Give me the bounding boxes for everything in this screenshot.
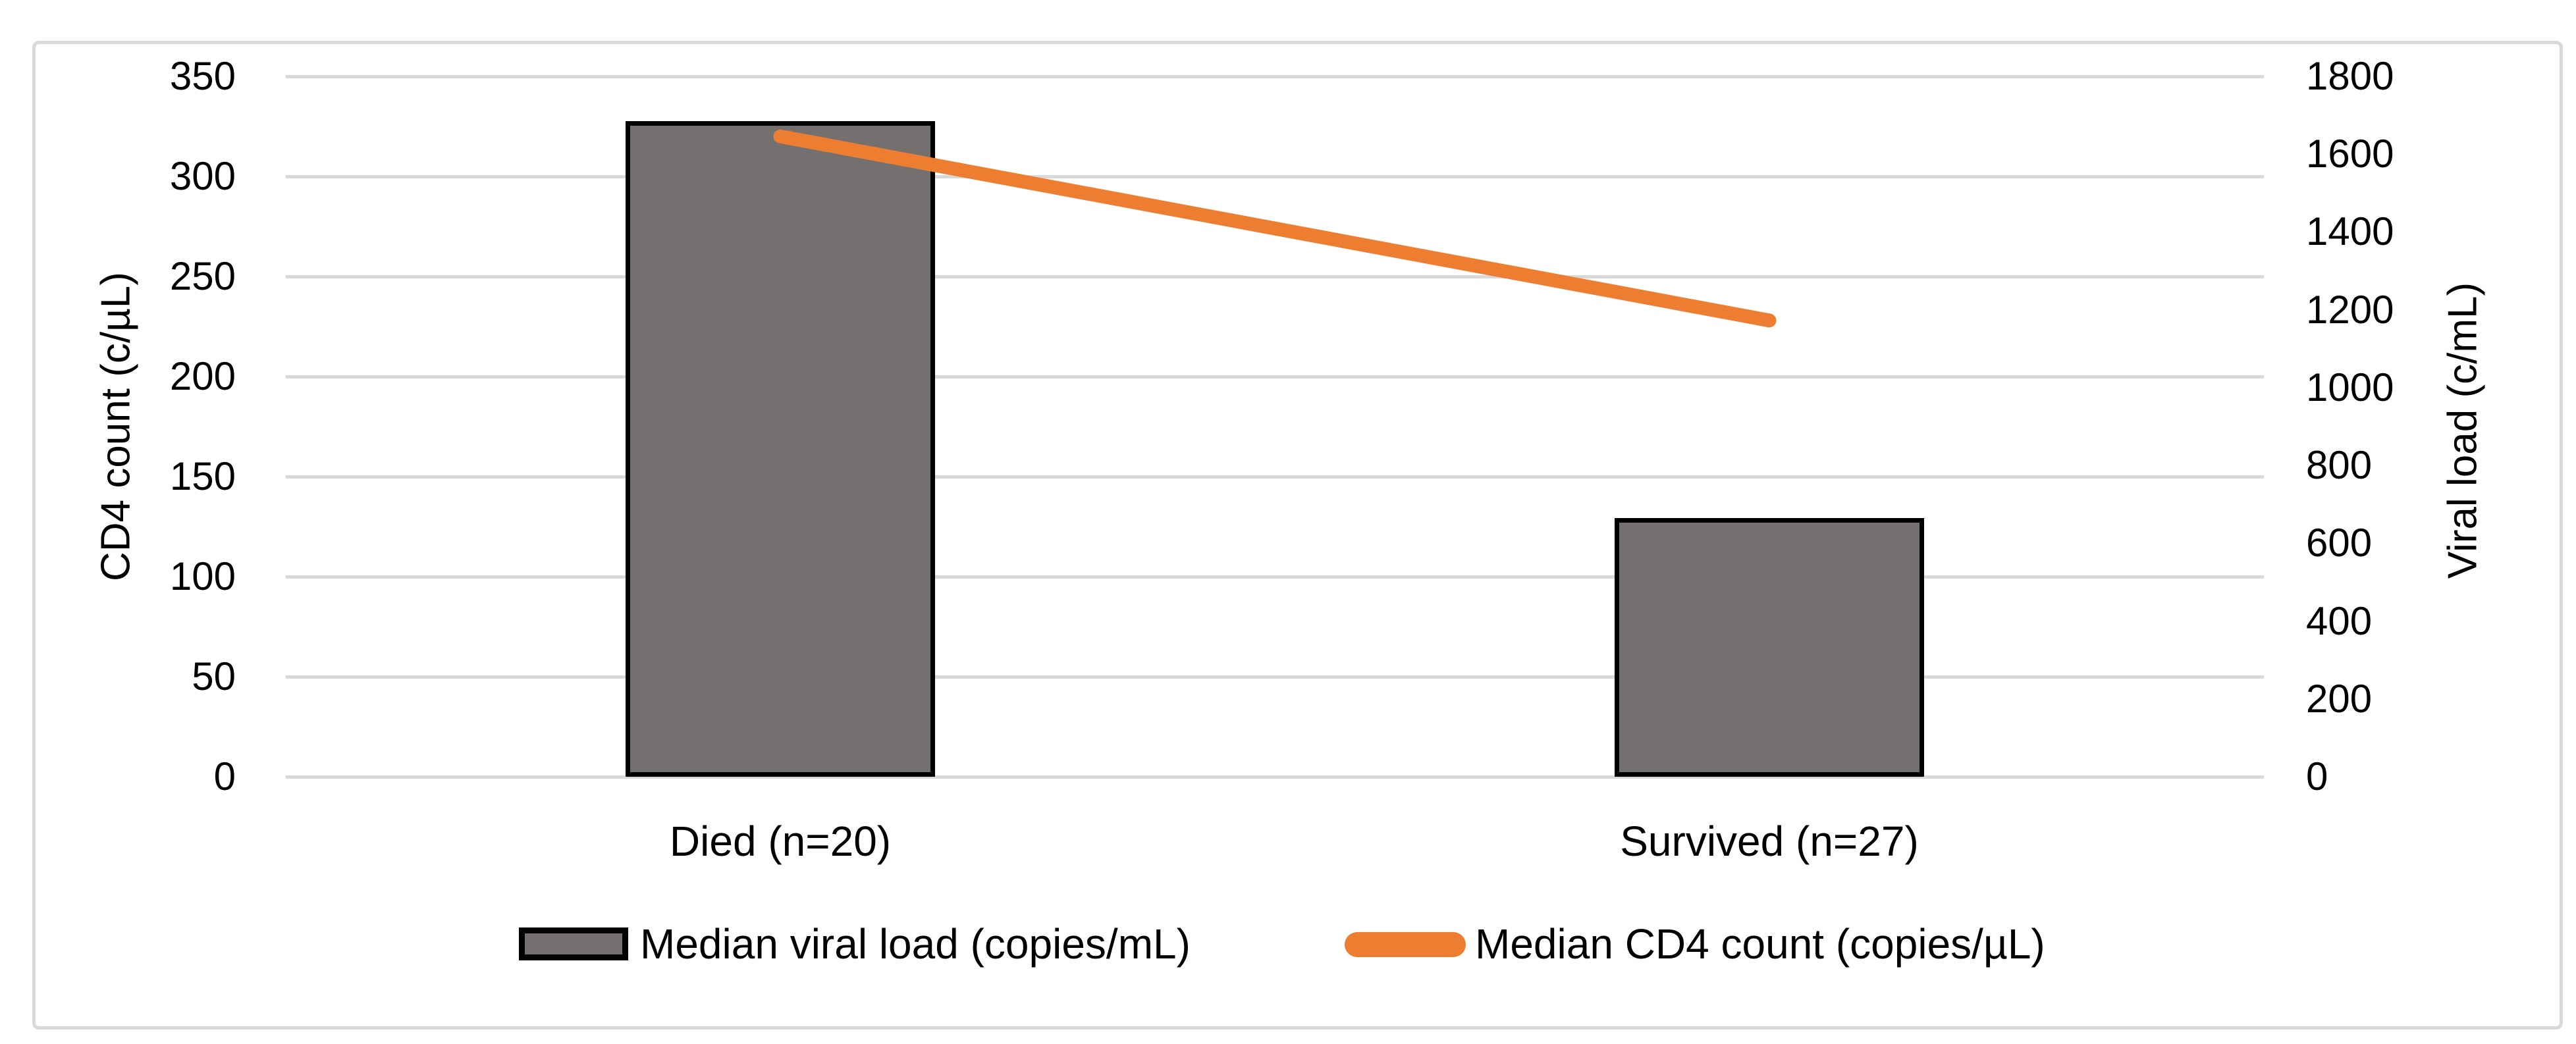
cd4-line-path: [773, 129, 1777, 328]
cd4-line-legend-swatch: [1345, 932, 1466, 957]
viral-load-legend-label: Median viral load (copies/mL): [640, 920, 1191, 968]
right-axis-tick-label: 200: [2306, 676, 2373, 721]
gridline: [286, 275, 2264, 278]
right-axis-tick-label: 1600: [2306, 132, 2394, 176]
right-axis-tick-label: 400: [2306, 598, 2373, 643]
category-label: Survived (n=27): [1620, 818, 1919, 865]
viral-load-bar-legend-swatch: [519, 927, 628, 960]
left-axis-tick-label: 350: [169, 54, 236, 98]
category-label: Died (n=20): [669, 818, 892, 865]
gridline: [286, 175, 2264, 178]
left-axis-tick-label: 200: [169, 354, 236, 398]
gridline: [286, 675, 2264, 679]
left-axis-title: CD4 count (c/µL): [93, 272, 139, 581]
cd4-line: [773, 129, 1777, 328]
gridline: [286, 575, 2264, 579]
viral-load-bar: [1615, 517, 1924, 777]
left-axis-tick-label: 0: [213, 754, 236, 798]
gridline: [286, 75, 2264, 78]
gridline: [286, 775, 2264, 779]
viral-load-bar: [626, 120, 935, 777]
left-axis-tick-label: 150: [169, 454, 236, 498]
left-axis-tick-label: 100: [169, 554, 236, 598]
cd4-legend-label: Median CD4 count (copies/µL): [1475, 920, 2045, 968]
chart-border: [32, 41, 2563, 1030]
right-axis-tick-label: 1200: [2306, 287, 2394, 332]
left-axis-tick-label: 300: [169, 154, 236, 198]
gridline: [286, 375, 2264, 378]
plot-area: [286, 75, 2264, 779]
right-axis-tick-label: 800: [2306, 443, 2373, 488]
right-axis-title: Viral load (c/mL): [2440, 282, 2486, 579]
gridline: [286, 475, 2264, 479]
left-axis-tick-label: 50: [192, 654, 236, 698]
right-axis-tick-label: 1800: [2306, 54, 2394, 98]
right-axis-tick-label: 1400: [2306, 209, 2394, 254]
left-axis-tick-label: 250: [169, 254, 236, 298]
right-axis-tick-label: 0: [2306, 754, 2328, 798]
right-axis-tick-label: 1000: [2306, 365, 2394, 409]
right-axis-tick-label: 600: [2306, 521, 2373, 565]
